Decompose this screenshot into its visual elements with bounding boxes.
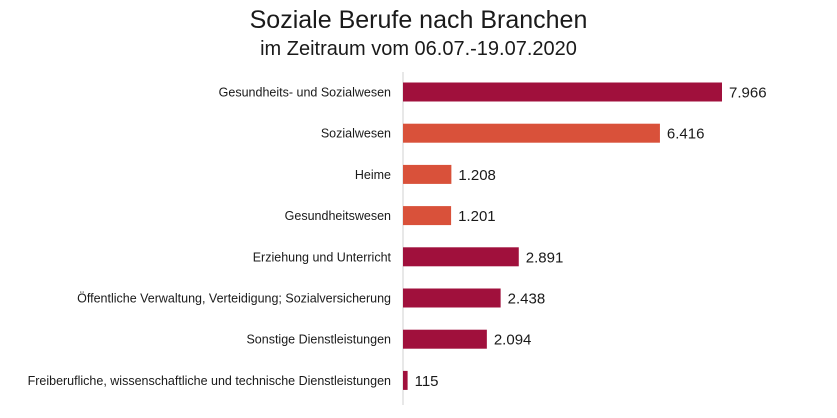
data-label: 1.201 xyxy=(458,208,496,225)
data-label: 115 xyxy=(415,373,439,390)
data-label: 7.966 xyxy=(729,85,767,102)
category-label: Sonstige Dienstleistungen xyxy=(246,333,391,347)
data-label: 2.094 xyxy=(494,332,532,349)
bar xyxy=(403,370,408,390)
category-label: Heime xyxy=(355,168,391,182)
category-label: Gesundheits- und Sozialwesen xyxy=(219,86,391,100)
bar xyxy=(403,247,519,267)
category-label: Gesundheitswesen xyxy=(285,209,391,223)
bar xyxy=(403,206,452,226)
bar xyxy=(403,123,660,143)
data-label: 2.891 xyxy=(526,249,564,266)
data-label: 2.438 xyxy=(508,291,546,308)
category-label: Erziehung und Unterricht xyxy=(253,250,392,264)
bar xyxy=(403,329,487,349)
chart-title: Soziale Berufe nach Branchen xyxy=(249,6,588,34)
chart-subtitle: im Zeitraum vom 06.07.-19.07.2020 xyxy=(260,38,577,60)
category-label: Sozialwesen xyxy=(321,127,391,141)
category-label: Freiberufliche, wissenschaftliche und te… xyxy=(28,374,391,388)
bar xyxy=(403,82,722,102)
data-label: 6.416 xyxy=(667,126,705,143)
bar xyxy=(403,288,501,308)
bar xyxy=(403,164,452,184)
data-label: 1.208 xyxy=(458,167,496,184)
category-label: Öffentliche Verwaltung, Verteidigung; So… xyxy=(77,292,391,306)
